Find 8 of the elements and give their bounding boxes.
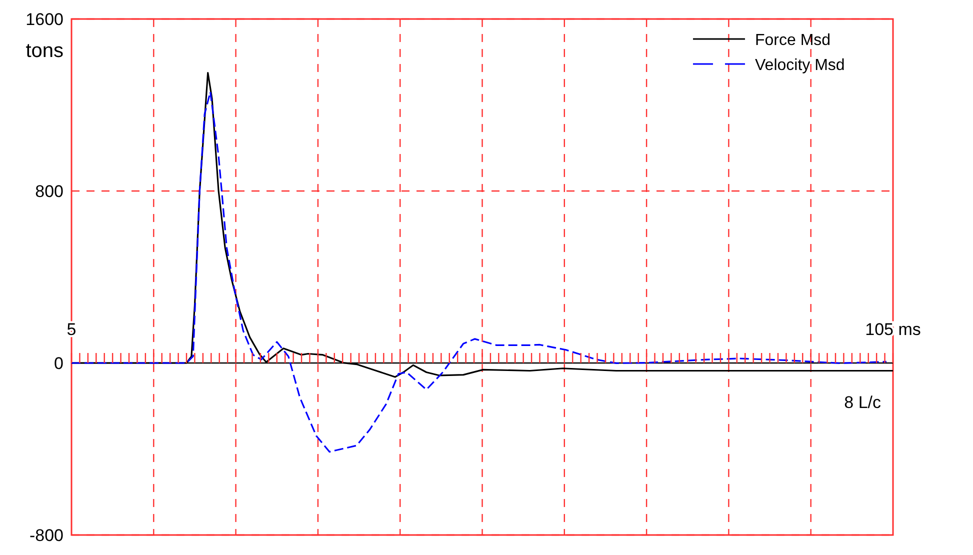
- y-tick-label: 800: [35, 182, 64, 201]
- annotation: 8 L/c: [844, 393, 882, 412]
- y-tick-label: -800: [29, 526, 64, 545]
- y-tick-label: 0: [54, 354, 64, 373]
- legend-label: Force Msd: [755, 32, 831, 49]
- legend-label: Velocity Msd: [755, 57, 845, 74]
- y-axis-title: tons: [26, 40, 64, 62]
- y-tick-label: 1600: [26, 10, 64, 29]
